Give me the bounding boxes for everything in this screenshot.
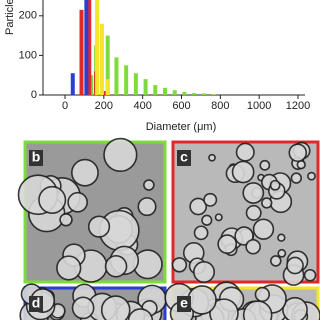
x-tick-label: 400 xyxy=(133,100,151,112)
bubble xyxy=(71,296,95,320)
bubble xyxy=(209,298,239,320)
bubble xyxy=(137,197,157,217)
bubble xyxy=(193,260,216,283)
bar xyxy=(114,57,119,95)
y-axis-label: Particle number xyxy=(4,0,16,35)
bar xyxy=(95,0,100,95)
panels: b c d e xyxy=(17,137,320,320)
bar xyxy=(162,87,167,95)
y-tick-label: 100 xyxy=(19,49,37,61)
bubble xyxy=(269,179,281,191)
bubble xyxy=(259,159,271,171)
bubble xyxy=(277,233,286,242)
label-box xyxy=(29,150,43,166)
panel-label: c xyxy=(180,149,188,165)
y-tick-label: 0 xyxy=(31,89,37,101)
bubble xyxy=(217,234,238,254)
bubble xyxy=(56,255,82,281)
bar xyxy=(84,0,89,95)
bubble xyxy=(189,197,208,216)
bubble xyxy=(277,248,287,258)
bubble xyxy=(201,214,213,226)
bubble xyxy=(242,182,265,204)
bubble xyxy=(286,256,304,275)
bubble xyxy=(296,160,306,170)
x-tick-label: 800 xyxy=(211,100,229,112)
label-box xyxy=(177,150,191,166)
bubble xyxy=(245,204,262,221)
x-tick-label: 200 xyxy=(95,100,113,112)
bubble xyxy=(231,160,255,184)
x-tick-label: 1000 xyxy=(247,100,271,112)
x-axis-label: Diameter (μm) xyxy=(146,121,217,133)
bar xyxy=(99,23,104,95)
bubble xyxy=(282,296,308,320)
bubble xyxy=(288,143,308,163)
bubble xyxy=(214,213,223,222)
bubble xyxy=(235,142,255,162)
x-tick-label: 1200 xyxy=(286,100,310,112)
label-box xyxy=(29,296,43,312)
bar xyxy=(143,79,148,95)
bubble xyxy=(59,213,73,227)
bubble xyxy=(103,137,138,173)
label-box xyxy=(177,296,191,312)
bar xyxy=(79,9,84,95)
bar xyxy=(172,90,177,95)
panel-label: b xyxy=(32,149,41,165)
bar xyxy=(192,93,197,95)
bubble xyxy=(100,295,131,320)
bubble xyxy=(254,286,271,303)
bubble xyxy=(203,192,218,207)
bubble xyxy=(208,153,216,162)
panel-label: d xyxy=(32,295,41,311)
bubble xyxy=(171,257,188,273)
bar xyxy=(105,79,110,95)
bar xyxy=(124,65,129,95)
bar xyxy=(87,0,92,95)
bar xyxy=(133,73,138,95)
bubble xyxy=(187,285,217,315)
bubble xyxy=(67,191,88,213)
panel-label: e xyxy=(180,295,188,311)
bar xyxy=(201,93,206,95)
bubble xyxy=(38,185,67,214)
bar xyxy=(182,91,187,95)
bubble xyxy=(290,172,303,184)
bubble xyxy=(269,255,282,267)
bubble xyxy=(242,300,273,320)
bubble xyxy=(143,179,155,191)
bubble xyxy=(303,268,317,282)
bubble xyxy=(193,225,209,241)
bubble xyxy=(104,255,128,278)
y-tick-label: 200 xyxy=(19,10,37,22)
bubble xyxy=(87,215,111,238)
bubble xyxy=(307,171,316,181)
bubble xyxy=(127,308,154,320)
bubble xyxy=(261,197,273,209)
bar xyxy=(153,85,158,95)
x-tick-label: 600 xyxy=(172,100,190,112)
x-tick-label: 0 xyxy=(62,100,68,112)
bar xyxy=(105,35,110,95)
plot xyxy=(70,0,216,95)
bar xyxy=(70,73,75,95)
bar xyxy=(211,94,216,95)
bubble xyxy=(71,158,99,187)
bubble xyxy=(252,218,275,240)
bubble xyxy=(245,238,261,255)
